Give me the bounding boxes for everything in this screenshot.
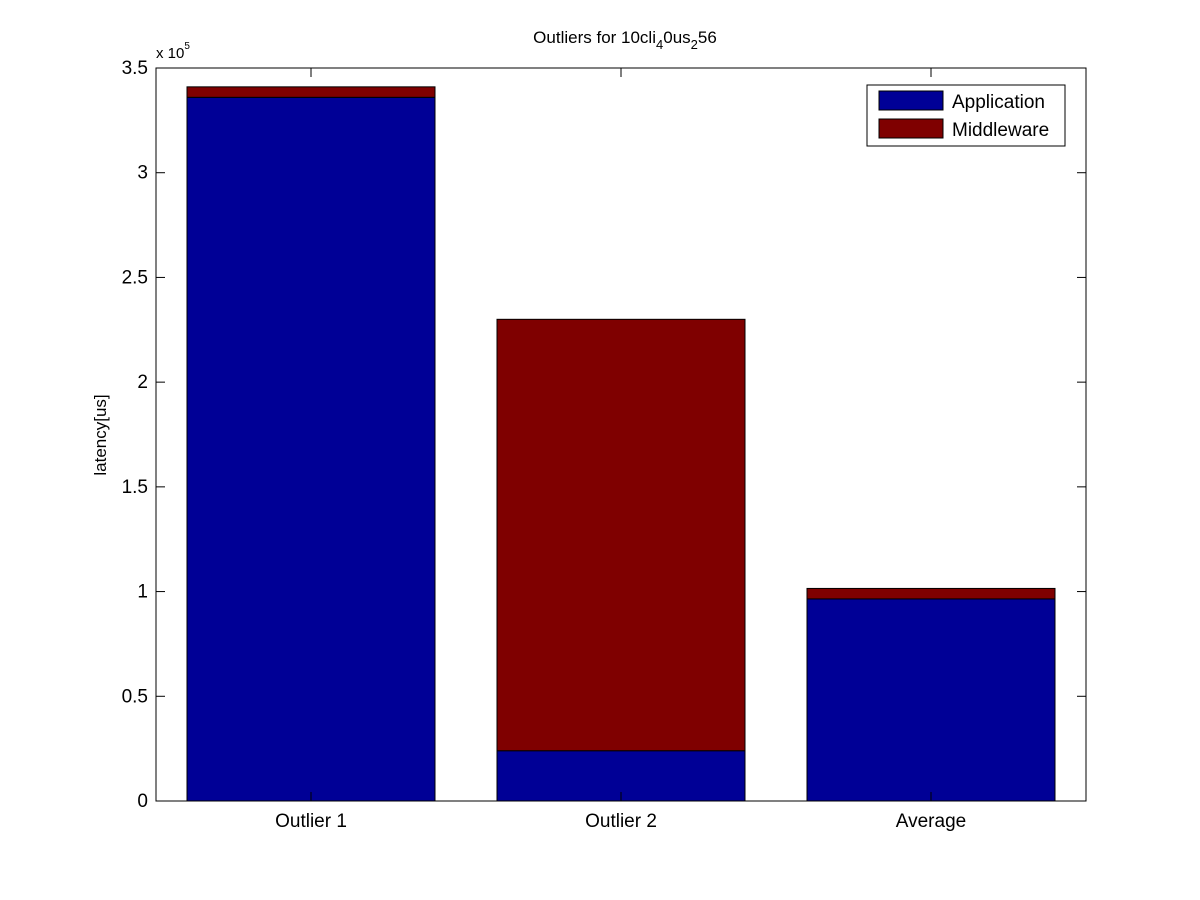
bar-middleware-outlier-1 <box>186 86 436 98</box>
y-axis-label: latency[us] <box>91 394 110 475</box>
title-mid: 0us <box>663 28 690 47</box>
legend-label-middleware: Middleware <box>952 120 1049 141</box>
legend-swatch-application <box>878 90 944 111</box>
title-sub1: 4 <box>656 37 663 52</box>
y-multiplier-base: x 10 <box>156 45 184 62</box>
x-tick-label-average: Average <box>896 811 966 832</box>
y-multiplier-exponent: 5 <box>184 41 190 52</box>
y-tick-label: 2.5 <box>122 267 148 288</box>
chart-title: Outliers for 10cli40us256 <box>533 28 717 52</box>
x-tick-label-outlier-1: Outlier 1 <box>275 811 347 832</box>
y-tick-label: 1.5 <box>122 477 148 498</box>
legend: Application Middleware <box>866 84 1066 147</box>
bars-group <box>186 86 1056 802</box>
title-tail: 56 <box>698 28 717 47</box>
y-tick-label: 3 <box>137 163 148 184</box>
bar-application-average <box>806 598 1056 802</box>
y-tick-label: 3.5 <box>122 58 148 79</box>
x-tick-label-outlier-2: Outlier 2 <box>585 811 657 832</box>
bar-middleware-outlier-2 <box>496 318 746 752</box>
ticks-group: Outlier 1 Outlier 2 Average 0 0.5 1 1.5 2 2.5 3 3.… <box>122 58 1086 832</box>
bar-middleware-average <box>806 587 1056 600</box>
y-tick-label: 0.5 <box>122 686 148 707</box>
legend-label-application: Application <box>952 92 1045 113</box>
bar-application-outlier-1 <box>186 96 436 802</box>
title-sub2: 2 <box>691 37 698 52</box>
y-tick-label: 1 <box>137 582 148 603</box>
title-base: Outliers for 10cli <box>533 28 656 47</box>
y-tick-label: 2 <box>137 372 148 393</box>
y-tick-label: 0 <box>137 791 148 812</box>
legend-swatch-middleware <box>878 118 944 139</box>
plot-frame <box>155 67 1087 802</box>
y-multiplier: x 105 <box>156 41 190 62</box>
